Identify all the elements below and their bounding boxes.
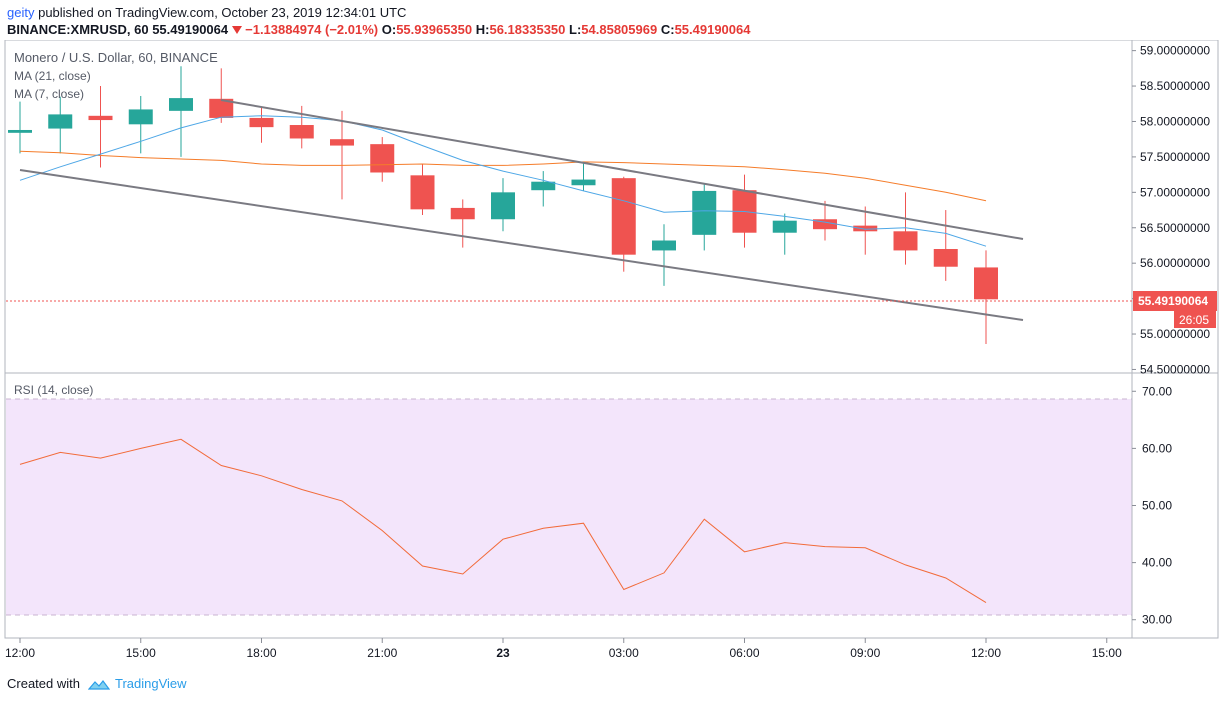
last-price: 55.49190064	[152, 22, 229, 37]
rsi-tick-label: 70.00	[1142, 384, 1172, 398]
chart-title: Monero / U.S. Dollar, 60, BINANCE	[14, 50, 218, 65]
candle-down	[370, 144, 395, 173]
publish-header: geity published on TradingView.com, Octo…	[7, 4, 750, 38]
price-tick-label: 56.00000000	[1140, 256, 1210, 270]
created-with-text: Created with	[7, 676, 80, 691]
rsi-line-group	[19, 438, 987, 604]
rsi-tick-label: 60.00	[1142, 441, 1172, 455]
price-tick-label: 58.00000000	[1140, 114, 1210, 128]
rsi-line	[19, 438, 987, 604]
candle-down	[289, 125, 314, 139]
candle-down	[88, 115, 113, 121]
time-tick-label: 15:00	[1092, 646, 1122, 660]
rsi-tick-label: 50.00	[1142, 499, 1172, 513]
candle-down	[249, 117, 274, 128]
down-arrow-icon	[232, 26, 243, 34]
candle-up	[772, 220, 797, 233]
ma21-line	[19, 150, 987, 202]
candles	[8, 66, 998, 344]
candle-down	[410, 175, 435, 210]
time-tick-label: 12:00	[5, 646, 35, 660]
candle-down	[450, 207, 475, 220]
price-tick-label: 57.50000000	[1140, 150, 1210, 164]
rsi-axis-ticks: 30.00 40.00 50.00 60.00 70.00	[1132, 384, 1172, 627]
candle-up	[169, 98, 193, 111]
tradingview-brand[interactable]: TradingView	[115, 676, 187, 691]
close-label: C:	[660, 22, 675, 37]
time-tick-label: 06:00	[729, 646, 759, 660]
candle-up	[48, 114, 73, 129]
price-tick-label: 55.00000000	[1140, 327, 1210, 341]
rsi-tick-label: 40.00	[1142, 556, 1172, 570]
candle-up	[531, 181, 556, 191]
open-value: 55.93965350	[396, 22, 473, 37]
low-value: 54.85805969	[581, 22, 658, 37]
price-tick-label: 59.00000000	[1140, 44, 1210, 58]
change-value: −1.13884974 (−2.01%)	[245, 22, 379, 37]
rsi-tick-label: 30.00	[1142, 613, 1172, 627]
price-tick-label: 58.50000000	[1140, 79, 1210, 93]
time-tick-label: 03:00	[609, 646, 639, 660]
time-tick-label: 18:00	[246, 646, 276, 660]
countdown-badge	[1174, 311, 1216, 328]
high-label: H:	[475, 22, 490, 37]
ma7-line	[19, 115, 987, 247]
time-tick-label: 15:00	[126, 646, 156, 660]
tradingview-logo-icon	[87, 679, 110, 690]
price-tick-label: 56.50000000	[1140, 221, 1210, 235]
ohlc-line: BINANCE:XMRUSD, 60 55.49190064 −1.1388497…	[7, 21, 750, 38]
publish-line: geity published on TradingView.com, Octo…	[7, 4, 750, 21]
low-label: L:	[569, 22, 582, 37]
channel-upper-line[interactable]	[220, 99, 1024, 240]
author-link[interactable]: geity	[7, 5, 35, 20]
candle-down	[933, 249, 958, 267]
rsi-band	[6, 399, 1132, 615]
candle-down	[853, 225, 878, 232]
close-value: 55.49190064	[674, 22, 751, 37]
candle-up	[8, 129, 32, 133]
published-text: published on TradingView.com, October 23…	[38, 5, 407, 20]
last-price-badge-text: 55.49190064	[1138, 294, 1208, 308]
candle-down	[330, 139, 354, 146]
candle-down	[813, 219, 837, 230]
time-tick-label: 23	[496, 646, 510, 660]
candle-up	[652, 240, 676, 251]
candle-up	[692, 190, 717, 235]
rsi-legend: RSI (14, close)	[14, 383, 93, 397]
price-tick-label: 57.00000000	[1140, 185, 1210, 199]
footer: Created with TradingView	[7, 676, 187, 691]
price-chart[interactable]: 54.5000000055.0000000055.5000000056.0000…	[0, 40, 1225, 670]
time-tick-label: 09:00	[850, 646, 880, 660]
time-axis-ticks: 12:00 15:00 18:00 21:00 23 03:00 06:00 09:00 12:…	[5, 638, 1122, 660]
ma7-legend: MA (7, close)	[14, 87, 84, 101]
symbol-text: BINANCE:XMRUSD, 60	[7, 22, 149, 37]
ma21-legend: MA (21, close)	[14, 69, 91, 83]
price-tick-label: 54.50000000	[1140, 362, 1210, 376]
last-price-badge	[1133, 291, 1217, 311]
trend-channel	[19, 99, 1024, 321]
moving-averages	[19, 115, 987, 247]
candle-up	[491, 192, 515, 220]
candle-up	[571, 179, 596, 186]
candle-down	[611, 178, 636, 255]
candle-down	[893, 231, 918, 251]
candle-down	[974, 267, 998, 300]
time-tick-label: 12:00	[971, 646, 1001, 660]
channel-lower-line[interactable]	[19, 169, 1024, 321]
high-value: 56.18335350	[489, 22, 566, 37]
countdown-badge-text: 26:05	[1179, 313, 1209, 327]
candle-down	[209, 98, 234, 118]
candle-up	[128, 109, 153, 125]
time-tick-label: 21:00	[367, 646, 397, 660]
open-label: O:	[381, 22, 397, 37]
